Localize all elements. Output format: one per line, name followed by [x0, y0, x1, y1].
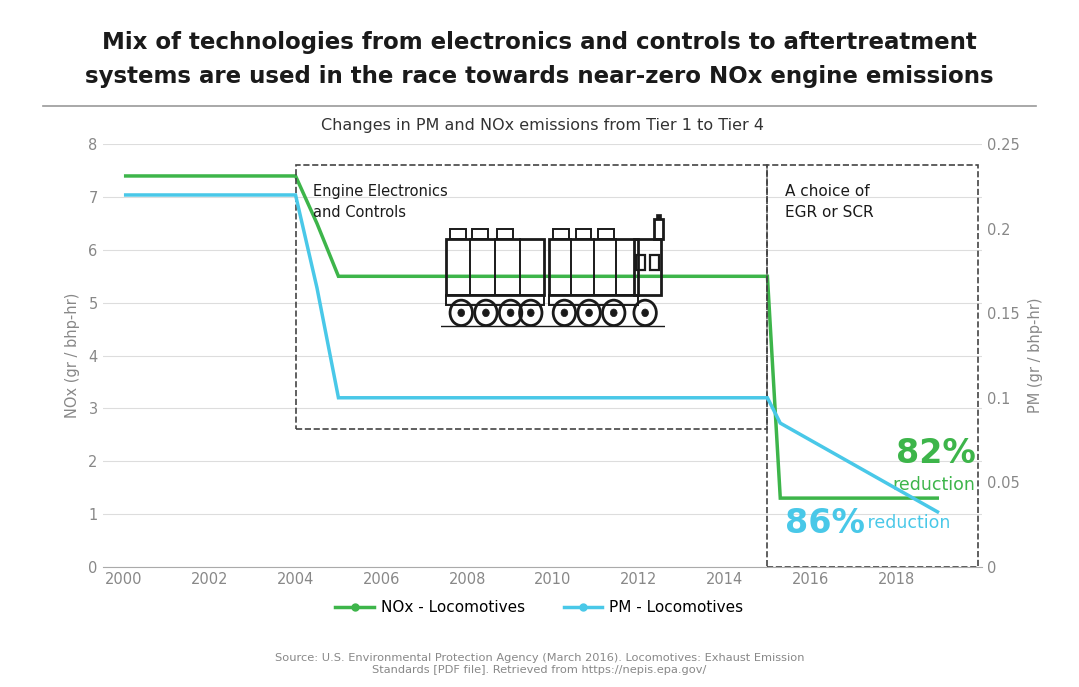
Text: reduction: reduction	[892, 476, 975, 494]
Text: Engine Electronics
and Controls: Engine Electronics and Controls	[313, 184, 448, 220]
Text: systems are used in the race towards near-zero NOx engine emissions: systems are used in the race towards nea…	[85, 65, 994, 88]
Title: Changes in PM and NOx emissions from Tier 1 to Tier 4: Changes in PM and NOx emissions from Tie…	[320, 118, 764, 133]
Text: Mix of technologies from electronics and controls to aftertreatment: Mix of technologies from electronics and…	[103, 31, 976, 54]
Text: 86%: 86%	[784, 507, 864, 540]
Legend: NOx - Locomotives, PM - Locomotives: NOx - Locomotives, PM - Locomotives	[329, 594, 750, 621]
Bar	[296, 166, 767, 429]
Text: Source: U.S. Environmental Protection Agency (March 2016). Locomotives: Exhaust : Source: U.S. Environmental Protection Ag…	[275, 653, 804, 675]
Y-axis label: NOx (gr / bhp-hr): NOx (gr / bhp-hr)	[65, 293, 80, 418]
Text: A choice of
EGR or SCR: A choice of EGR or SCR	[784, 184, 873, 220]
Text: 82%: 82%	[896, 437, 975, 470]
Text: reduction: reduction	[862, 515, 951, 532]
Bar	[767, 166, 978, 567]
Y-axis label: PM (gr / bhp-hr): PM (gr / bhp-hr)	[1028, 297, 1042, 414]
